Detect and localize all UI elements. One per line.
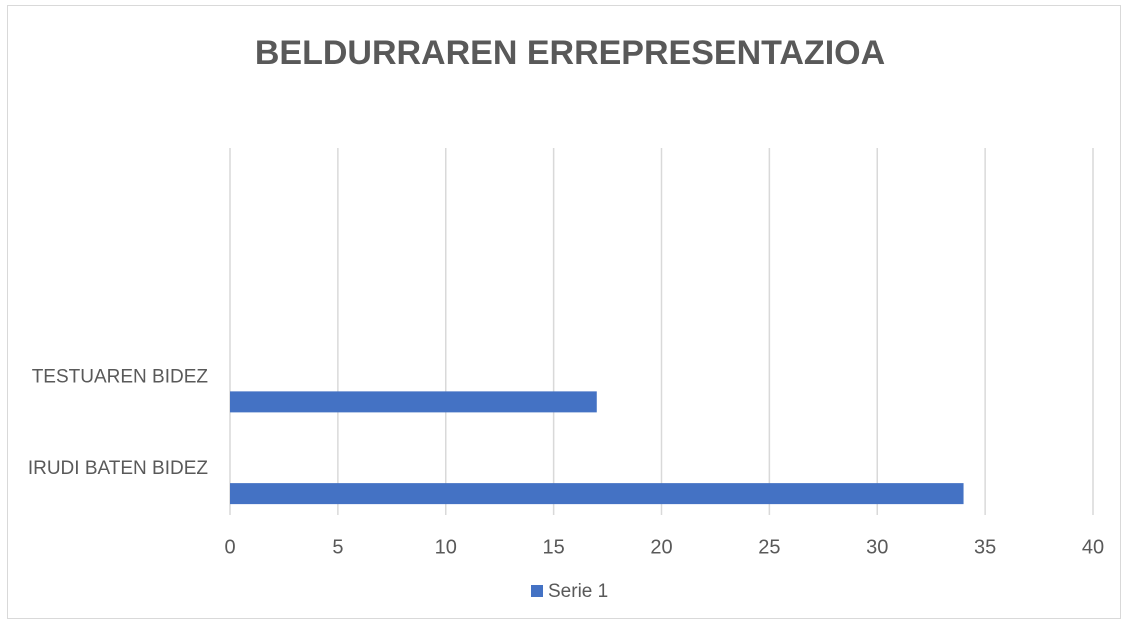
x-tick-label: 15 [543,536,565,558]
x-tick-label: 10 [435,536,457,558]
x-tick-label: 25 [758,536,780,558]
x-tick-label: 35 [974,536,996,558]
chart-frame [7,5,1121,619]
x-tick-label: 40 [1082,536,1104,558]
legend-label: Serie 1 [548,581,608,602]
x-tick-label: 5 [332,536,343,558]
bar [230,391,597,413]
y-tick-label: IRUDI BATEN BIDEZ [28,458,209,479]
chart-title: BELDURRAREN ERREPRESENTAZIOA [255,34,885,72]
bar [230,483,964,505]
legend-swatch [531,585,543,597]
x-tick-label: 0 [224,536,235,558]
x-tick-label: 30 [866,536,888,558]
x-tick-label: 20 [650,536,672,558]
y-tick-label: TESTUAREN BIDEZ [32,366,209,387]
